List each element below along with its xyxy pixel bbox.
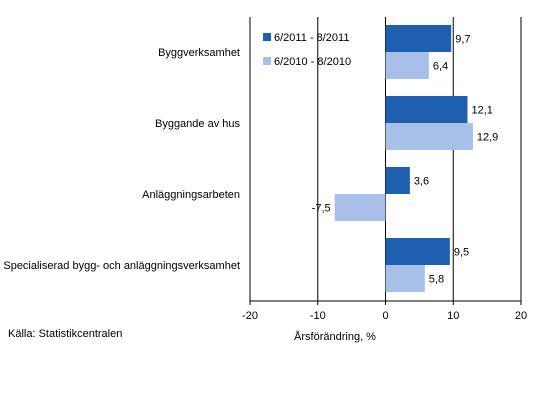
category-label: Anläggningsarbeten xyxy=(142,189,240,201)
source-note: Källa: Statistikcentralen xyxy=(8,328,123,340)
bar xyxy=(334,194,386,221)
bar xyxy=(385,25,452,52)
data-label: 12,9 xyxy=(477,132,498,144)
bar xyxy=(385,52,429,79)
data-labels: 9,7 6,4 12,1 12,9 3,6 -7,5 9,5 5,8 xyxy=(312,34,499,286)
data-label: 6,4 xyxy=(433,61,448,73)
category-label: Specialiserad bygg- och anläggningsverks… xyxy=(3,260,240,272)
bar xyxy=(385,238,450,265)
bar xyxy=(385,123,473,150)
legend-swatch xyxy=(263,57,271,65)
bar xyxy=(385,167,410,194)
legend: 6/2011 - 8/2011 6/2010 - 8/2010 xyxy=(263,32,351,68)
x-tick-label: 0 xyxy=(382,310,388,322)
x-axis: -20 -10 0 10 20 xyxy=(242,300,527,322)
data-label: 12,1 xyxy=(471,105,492,117)
x-tick-label: 20 xyxy=(515,310,527,322)
category-labels: Byggverksamhet Byggande av hus Anläggnings… xyxy=(3,47,240,272)
bar xyxy=(385,96,468,123)
data-label: 3,6 xyxy=(414,176,429,188)
bars xyxy=(334,25,473,292)
x-tick-label: 10 xyxy=(447,310,459,322)
data-label: 9,5 xyxy=(454,247,469,259)
data-label: -7,5 xyxy=(312,203,331,215)
legend-label: 6/2010 - 8/2010 xyxy=(274,56,351,68)
x-axis-label: Årsförändring, % xyxy=(294,330,376,343)
category-label: Byggande av hus xyxy=(155,118,241,130)
legend-swatch xyxy=(263,33,271,41)
data-label: 9,7 xyxy=(455,34,470,46)
data-label: 5,8 xyxy=(429,274,444,286)
category-label: Byggverksamhet xyxy=(158,47,240,59)
bar xyxy=(385,265,425,292)
x-tick-label: -20 xyxy=(242,310,258,322)
legend-label: 6/2011 - 8/2011 xyxy=(274,32,349,44)
x-tick-label: -10 xyxy=(310,310,326,322)
